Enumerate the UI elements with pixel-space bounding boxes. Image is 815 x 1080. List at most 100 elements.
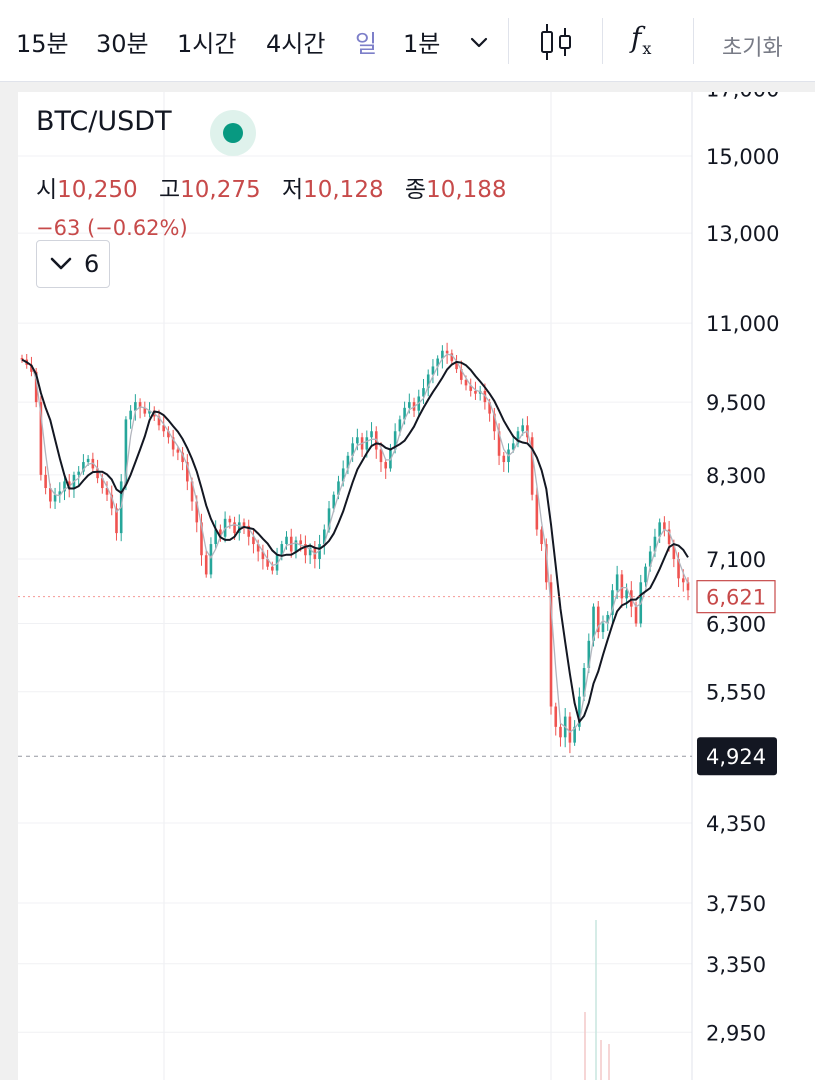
candle-body	[459, 369, 463, 380]
timeframe-15m[interactable]: 15분	[16, 30, 69, 58]
candle-body	[63, 481, 66, 492]
candle-body	[573, 726, 576, 743]
candle-body	[190, 481, 194, 502]
timeframe-1m[interactable]: 1분	[403, 30, 441, 58]
close-label: 종	[404, 177, 427, 203]
timeframe-30m[interactable]: 30분	[96, 30, 149, 58]
candle-body	[346, 455, 350, 469]
candle-body	[252, 536, 255, 545]
candle-body	[242, 522, 246, 526]
candle-body	[34, 371, 38, 403]
candle-body	[422, 388, 425, 397]
candle-body	[530, 437, 534, 495]
candle-body	[82, 462, 85, 472]
candle-body	[667, 529, 671, 545]
candle-body	[256, 544, 260, 552]
chart-area[interactable]: 17,000 15,000 13,000 11,000 9,500 8,300 7,100 6…	[18, 92, 815, 1080]
candle-body	[171, 437, 175, 450]
candle-body	[497, 431, 501, 456]
candle-body	[398, 419, 402, 432]
candle-body	[327, 508, 331, 530]
price-axis-label: 15,000	[706, 145, 779, 169]
candle-body	[266, 559, 269, 567]
chevron-down-icon[interactable]	[468, 31, 490, 53]
candle-body	[677, 559, 680, 579]
candle-body	[49, 488, 52, 502]
candle-body	[204, 555, 208, 575]
symbol-name[interactable]: BTC/USDT	[36, 106, 172, 137]
candle-body	[219, 529, 222, 537]
candle-body	[332, 494, 336, 509]
candle-body	[86, 458, 90, 463]
low-label: 저	[281, 177, 304, 203]
candle-body	[39, 402, 43, 475]
indicators-toggle-button[interactable]: 6	[36, 240, 110, 288]
candle-body	[644, 566, 647, 583]
candlestick-chart-icon[interactable]	[537, 22, 575, 62]
candle-body	[30, 364, 33, 372]
candle-body	[337, 481, 340, 495]
high-value: 10,275	[180, 177, 261, 203]
candle-body	[625, 590, 628, 599]
candle-body	[148, 410, 151, 414]
candle-body	[370, 431, 373, 438]
toolbar-divider	[508, 18, 509, 64]
moving-average-short	[21, 353, 689, 733]
candle-body	[681, 578, 685, 583]
low-value: 10,128	[303, 177, 384, 203]
candle-body	[115, 508, 118, 534]
close-value: 10,188	[426, 177, 507, 203]
candle-body	[408, 402, 411, 408]
last-price-label: 6,621	[706, 586, 766, 610]
candle-body	[653, 536, 657, 552]
candle-body	[186, 462, 189, 482]
candle-body	[686, 582, 690, 591]
candle-body	[365, 437, 369, 450]
candle-body	[393, 431, 397, 450]
candle-body	[502, 455, 506, 463]
price-axis-label: 17,000	[706, 92, 779, 102]
moving-average-long	[21, 358, 689, 724]
candle-body	[195, 501, 199, 523]
candle-body	[294, 540, 298, 552]
candle-body	[493, 413, 496, 432]
candle-body	[181, 452, 184, 463]
candle-body	[228, 518, 232, 523]
candle-body	[53, 494, 57, 502]
indicators-fx-icon[interactable]: fx	[631, 21, 652, 58]
candle-body	[554, 706, 558, 727]
candle-body	[124, 419, 128, 482]
candle-body	[592, 606, 595, 641]
candle-body	[535, 494, 539, 530]
price-axis-label: 9,500	[706, 391, 766, 415]
candle-body	[441, 350, 444, 359]
candle-body	[549, 582, 553, 707]
candle-body	[663, 522, 666, 530]
candle-body	[450, 353, 454, 362]
candle-body	[214, 529, 217, 545]
candle-body	[261, 551, 265, 560]
candle-body	[634, 606, 638, 624]
candle-body	[285, 536, 288, 545]
reset-button[interactable]: 초기화	[722, 36, 783, 61]
price-axis-label: 5,550	[706, 681, 766, 705]
timeframe-1h[interactable]: 1시간	[177, 30, 237, 58]
candle-body	[611, 590, 614, 615]
timeframe-1d[interactable]: 일	[355, 30, 378, 58]
price-chart[interactable]: 17,000 15,000 13,000 11,000 9,500 8,300 7,100 6…	[18, 92, 815, 1080]
candle-body	[464, 379, 468, 386]
timeframe-4h[interactable]: 4시간	[266, 30, 326, 58]
candle-body	[167, 431, 170, 438]
candle-body	[540, 529, 543, 545]
candle-body	[110, 494, 114, 509]
candle-body	[129, 410, 132, 420]
candle-body	[67, 481, 71, 489]
candle-body	[578, 696, 581, 727]
candle-body	[596, 606, 600, 633]
price-axis-label: 3,350	[706, 953, 766, 977]
candle-body	[100, 478, 104, 489]
candle-body	[176, 449, 180, 453]
candle-body	[275, 555, 279, 571]
toolbar-divider	[693, 18, 694, 64]
candle-body	[672, 544, 676, 560]
